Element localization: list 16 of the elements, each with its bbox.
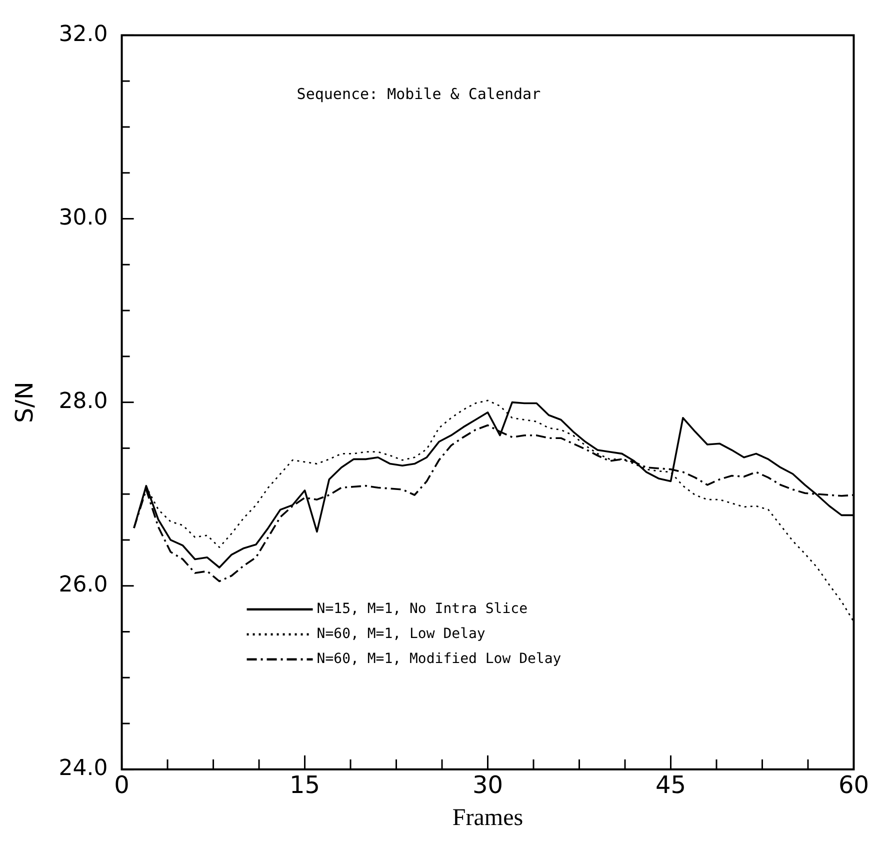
y-tick-label: 24.0 xyxy=(58,756,108,782)
y-tick-label: 26.0 xyxy=(58,572,108,598)
x-tick-label: 15 xyxy=(289,771,320,800)
x-axis-title: Frames xyxy=(452,804,524,831)
x-tick-label: 30 xyxy=(472,771,504,800)
annotation: Sequence: Mobile & Calendar xyxy=(296,85,541,104)
legend-label: N=15, M=1, No Intra Slice xyxy=(316,601,528,618)
x-tick-label: 45 xyxy=(655,771,686,800)
y-axis-title: S/N xyxy=(10,382,39,423)
legend-label: N=60, M=1, Modified Low Delay xyxy=(316,651,562,668)
x-tick-label: 60 xyxy=(838,771,870,800)
y-tick-label: 30.0 xyxy=(58,205,108,230)
y-tick-label: 32.0 xyxy=(58,22,108,47)
x-tick-label: 0 xyxy=(114,771,130,800)
legend-label: N=60, M=1, Low Delay xyxy=(316,626,486,642)
y-tick-label: 28.0 xyxy=(58,389,108,414)
